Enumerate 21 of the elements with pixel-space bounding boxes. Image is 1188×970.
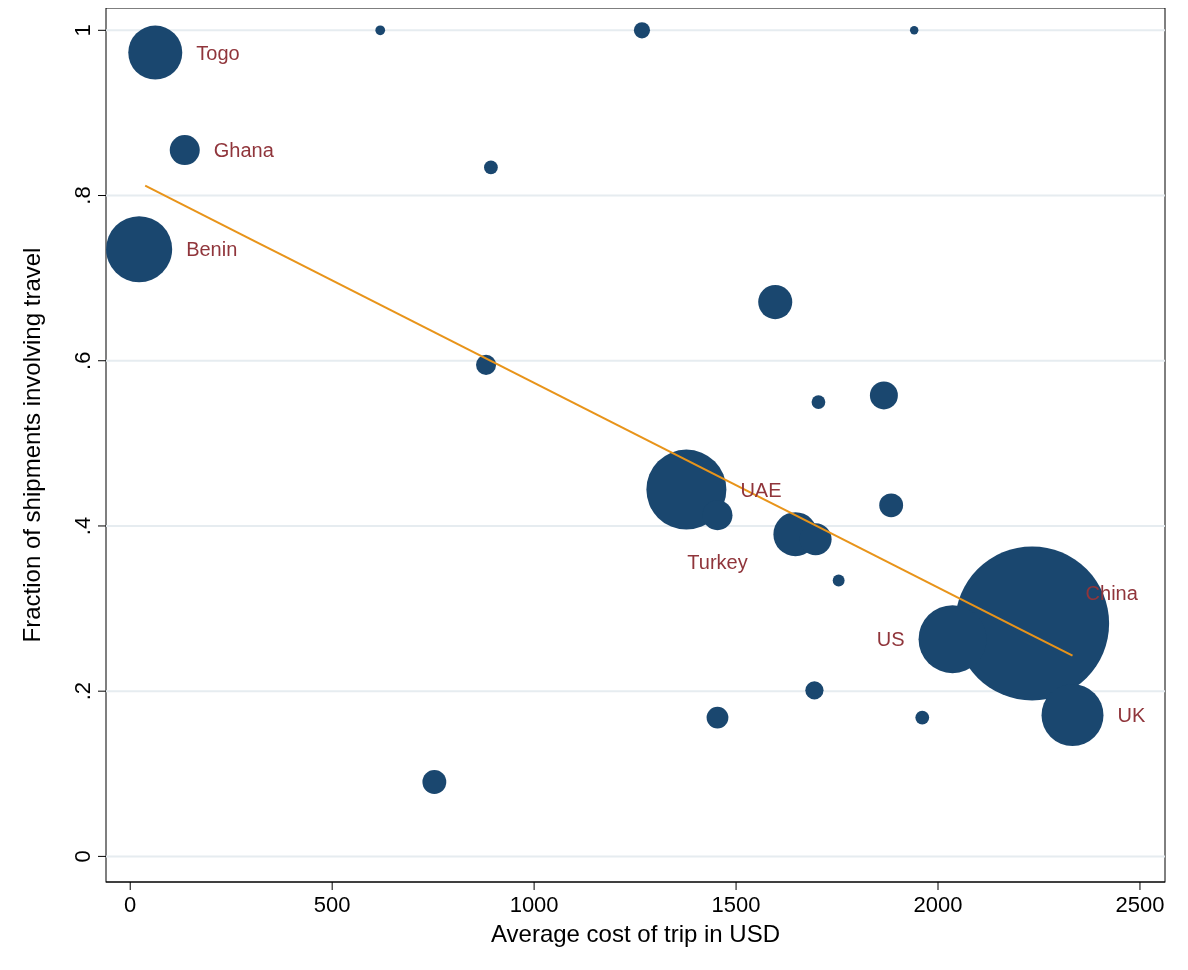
y-axis-title: Fraction of shipments involving travel bbox=[18, 247, 45, 643]
annotation: Ghana bbox=[213, 139, 275, 162]
y-tick-label: 0 bbox=[70, 850, 95, 863]
y-tick-label: 1 bbox=[70, 24, 95, 37]
y-tick-label: .4 bbox=[70, 516, 95, 536]
annotation: Turkey bbox=[687, 551, 748, 574]
x-axis-title: Average cost of trip in USD bbox=[490, 920, 781, 947]
y-tick-label: .6 bbox=[70, 351, 95, 370]
x-tick-label: 1000 bbox=[509, 892, 559, 917]
x-tick-label: 2500 bbox=[1115, 892, 1165, 917]
y-tick-label: .8 bbox=[70, 186, 95, 205]
x-tick-label: 500 bbox=[313, 892, 351, 917]
annotation: UAE bbox=[740, 478, 782, 501]
x-tick-label: 2000 bbox=[913, 892, 963, 917]
annotation: US bbox=[876, 628, 905, 651]
x-tick-label: 0 bbox=[124, 892, 137, 917]
annotation: UK bbox=[1117, 704, 1146, 727]
y-tick-label: .2 bbox=[70, 681, 95, 701]
x-tick-label: 1500 bbox=[711, 892, 761, 917]
annotation: Togo bbox=[196, 41, 240, 64]
annotation: Benin bbox=[186, 238, 238, 261]
